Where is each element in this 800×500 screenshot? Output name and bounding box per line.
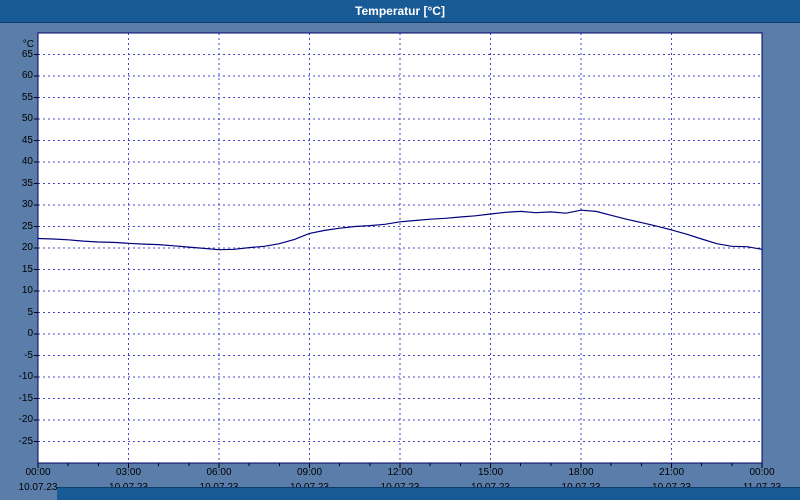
y-tick-label: -20 [18,414,33,425]
y-tick-label: -25 [18,435,33,447]
x-tick-label: 21:00 [658,467,685,478]
y-tick-label: 5 [27,306,33,318]
x-tick-label: 03:00 [115,467,142,478]
y-tick-label: 20 [21,242,33,253]
x-tick-label: 09:00 [296,467,323,478]
x-tick-label: 00:00 [749,467,775,478]
y-tick-label: 25 [21,220,33,232]
window-title: Temperatur [°C] [355,4,445,18]
y-tick-label: 35 [21,177,33,189]
y-tick-label: 40 [21,156,33,167]
y-tick-label: -10 [18,371,33,382]
window-titlebar: Temperatur [°C] [0,0,800,23]
y-tick-label: 50 [21,113,33,124]
y-axis-unit-label: °C [22,39,34,50]
chart-svg [34,32,763,468]
x-tick-label: 18:00 [568,467,594,478]
y-tick-label: 45 [21,134,33,146]
y-tick-label: -15 [18,392,33,404]
y-tick-label: -5 [24,349,33,361]
x-tick-label: 12:00 [387,467,413,478]
y-tick-label: 0 [27,328,33,339]
x-date-label: 10.07.23 [18,482,58,493]
y-tick-label: 10 [21,285,33,296]
x-tick-label: 06:00 [206,467,232,478]
x-tick-label: 00:00 [25,467,51,478]
y-tick-label: 15 [21,263,33,275]
y-tick-label: 30 [21,199,33,210]
x-tick-label: 15:00 [477,467,504,478]
chart-area: °C 65 60 55 50 45 40 35 30 25 20 15 10 5 0 -5 -10 -15 -20… [0,23,800,500]
bottom-scrollbar[interactable] [57,487,800,500]
y-tick-label: 65 [21,48,33,60]
y-tick-label: 60 [21,70,33,81]
y-tick-label: 55 [21,91,33,103]
